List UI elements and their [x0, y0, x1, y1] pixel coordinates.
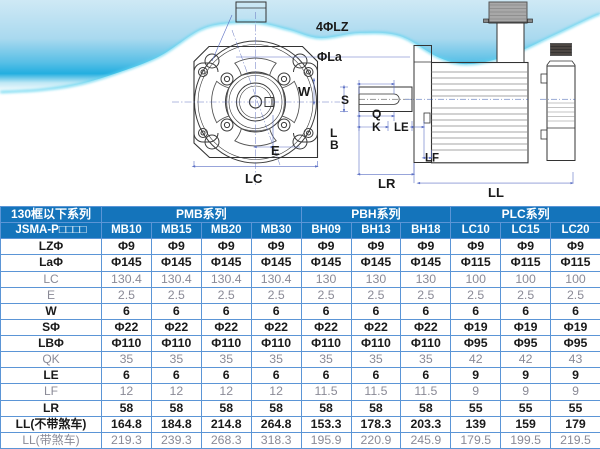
- svg-text:LL: LL: [488, 185, 504, 200]
- svg-text:S: S: [341, 93, 349, 107]
- svg-text:B: B: [330, 138, 339, 152]
- svg-text:Q: Q: [372, 107, 381, 121]
- svg-text:LE: LE: [394, 122, 409, 134]
- svg-text:LR: LR: [378, 176, 396, 191]
- svg-text:E: E: [271, 143, 280, 158]
- svg-text:ΦLa: ΦLa: [317, 50, 343, 64]
- svg-text:W: W: [298, 84, 311, 99]
- svg-text:K: K: [372, 120, 381, 134]
- svg-text:LC: LC: [245, 171, 263, 186]
- svg-text:LF: LF: [425, 153, 439, 165]
- svg-text:4ΦLZ: 4ΦLZ: [316, 20, 349, 34]
